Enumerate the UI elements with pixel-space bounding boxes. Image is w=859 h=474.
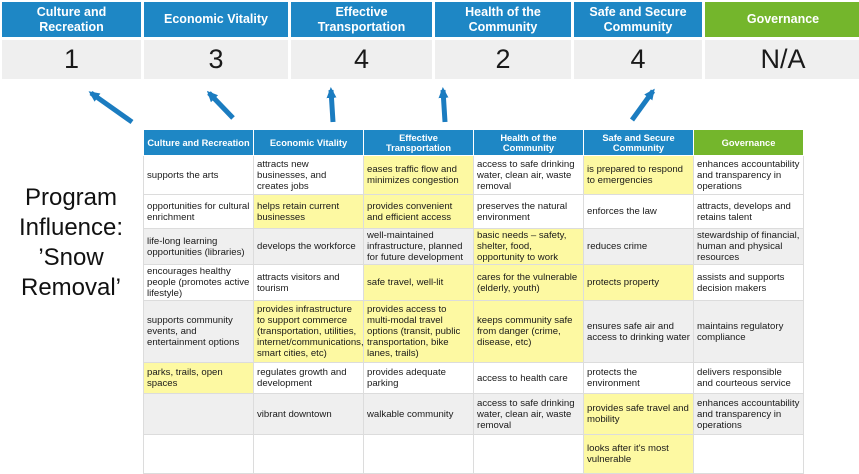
priority-header-economic-vitality: Economic Vitality xyxy=(144,2,288,37)
priority-matrix: Culture and Recreation Economic Vitality E… xyxy=(143,129,804,474)
priority-score-culture-recreation: 1 xyxy=(2,40,141,79)
matrix-cell: provides access to multi-modal travel op… xyxy=(363,300,474,363)
table-row: looks after it's most vulnerable xyxy=(143,434,804,474)
matrix-cell: preserves the natural environment xyxy=(473,194,584,229)
matrix-cell: access to health care xyxy=(473,362,584,394)
matrix-body: supports the arts attracts new businesses… xyxy=(143,155,804,474)
priority-header-effective-transportation: Effective Transportation xyxy=(291,2,432,37)
table-row: vibrant downtown walkable community access… xyxy=(143,393,804,435)
matrix-cell: protects property xyxy=(583,264,694,301)
matrix-cell: attracts new businesses, and creates job… xyxy=(253,155,364,195)
matrix-cell: is prepared to respond to emergencies xyxy=(583,155,694,195)
matrix-cell: life-long learning opportunities (librar… xyxy=(143,228,254,265)
matrix-cell: attracts visitors and tourism xyxy=(253,264,364,301)
matrix-cell: reduces crime xyxy=(583,228,694,265)
priority-score-effective-transportation: 4 xyxy=(291,40,432,79)
priority-summary-strip: Culture and Recreation Economic Vitality… xyxy=(2,2,859,79)
matrix-cell: provides convenient and efficient access xyxy=(363,194,474,229)
matrix-cell: provides safe travel and mobility xyxy=(583,393,694,435)
matrix-cell: delivers responsible and courteous servi… xyxy=(693,362,804,394)
priority-score-health-community: 2 xyxy=(435,40,571,79)
table-row: supports community events, and entertain… xyxy=(143,300,804,363)
priority-header-governance: Governance xyxy=(705,2,859,37)
matrix-cell xyxy=(143,393,254,435)
matrix-cell: supports community events, and entertain… xyxy=(143,300,254,363)
program-influence-label: Program Influence: ’Snow Removal’ xyxy=(18,184,124,301)
matrix-cell: parks, trails, open spaces xyxy=(143,362,254,394)
priority-matrix-table: Culture and Recreation Economic Vitality E… xyxy=(143,129,804,474)
table-row: encourages healthy people (promotes acti… xyxy=(143,264,804,301)
matrix-cell: eases traffic flow and minimizes congest… xyxy=(363,155,474,195)
matrix-cell: vibrant downtown xyxy=(253,393,364,435)
matrix-cell: access to safe drinking water, clean air… xyxy=(473,155,584,195)
matrix-cell: safe travel, well-lit xyxy=(363,264,474,301)
matrix-cell: ensures safe air and access to drinking … xyxy=(583,300,694,363)
table-row: parks, trails, open spaces regulates grow… xyxy=(143,362,804,394)
priority-score-safe-secure: 4 xyxy=(574,40,702,79)
matrix-cell: access to safe drinking water, clean air… xyxy=(473,393,584,435)
up-arrow-icon xyxy=(326,87,337,123)
matrix-cell: encourages healthy people (promotes acti… xyxy=(143,264,254,301)
matrix-cell: walkable community xyxy=(363,393,474,435)
up-arrow-icon xyxy=(629,88,656,122)
matrix-cell: enhances accountability and transparency… xyxy=(693,393,804,435)
influence-arrows xyxy=(88,87,656,125)
matrix-cell: develops the workforce xyxy=(253,228,364,265)
matrix-cell: maintains regulatory compliance xyxy=(693,300,804,363)
priority-header-health-community: Health of the Community xyxy=(435,2,571,37)
priority-score-governance: N/A xyxy=(705,40,859,79)
matrix-cell: provides adequate parking xyxy=(363,362,474,394)
matrix-cell: keeps community safe from danger (crime,… xyxy=(473,300,584,363)
matrix-column-header: Economic Vitality xyxy=(253,129,364,156)
up-arrow-icon xyxy=(88,90,134,125)
matrix-cell: attracts, develops and retains talent xyxy=(693,194,804,229)
matrix-cell: regulates growth and development xyxy=(253,362,364,394)
matrix-cell xyxy=(253,434,364,474)
matrix-column-header: Culture and Recreation xyxy=(143,129,254,156)
matrix-cell: helps retain current businesses xyxy=(253,194,364,229)
up-arrow-icon xyxy=(206,90,235,120)
priority-header-safe-secure: Safe and Secure Community xyxy=(574,2,702,37)
table-row: life-long learning opportunities (librar… xyxy=(143,228,804,265)
matrix-cell: provides infrastructure to support comme… xyxy=(253,300,364,363)
matrix-column-header: Effective Transportation xyxy=(363,129,474,156)
matrix-cell xyxy=(143,434,254,474)
matrix-cell: enforces the law xyxy=(583,194,694,229)
up-arrow-icon xyxy=(438,87,449,123)
matrix-cell: assists and supports decision makers xyxy=(693,264,804,301)
matrix-cell: looks after it's most vulnerable xyxy=(583,434,694,474)
matrix-cell: cares for the vulnerable (elderly, youth… xyxy=(473,264,584,301)
matrix-cell xyxy=(363,434,474,474)
matrix-cell: basic needs – safety, shelter, food, opp… xyxy=(473,228,584,265)
matrix-cell xyxy=(473,434,584,474)
matrix-cell: well-maintained infrastructure, planned … xyxy=(363,228,474,265)
matrix-cell: enhances accountability and transparency… xyxy=(693,155,804,195)
matrix-column-header: Safe and Secure Community xyxy=(583,129,694,156)
matrix-cell: supports the arts xyxy=(143,155,254,195)
table-row: opportunities for cultural enrichment hel… xyxy=(143,194,804,229)
matrix-header-row: Culture and Recreation Economic Vitality E… xyxy=(143,129,804,156)
table-row: supports the arts attracts new businesses… xyxy=(143,155,804,195)
matrix-cell: opportunities for cultural enrichment xyxy=(143,194,254,229)
matrix-cell xyxy=(693,434,804,474)
matrix-column-header: Health of the Community xyxy=(473,129,584,156)
matrix-column-header: Governance xyxy=(693,129,804,156)
priority-header-culture-recreation: Culture and Recreation xyxy=(2,2,141,37)
matrix-cell: protects the environment xyxy=(583,362,694,394)
matrix-cell: stewardship of financial, human and phys… xyxy=(693,228,804,265)
priority-score-economic-vitality: 3 xyxy=(144,40,288,79)
